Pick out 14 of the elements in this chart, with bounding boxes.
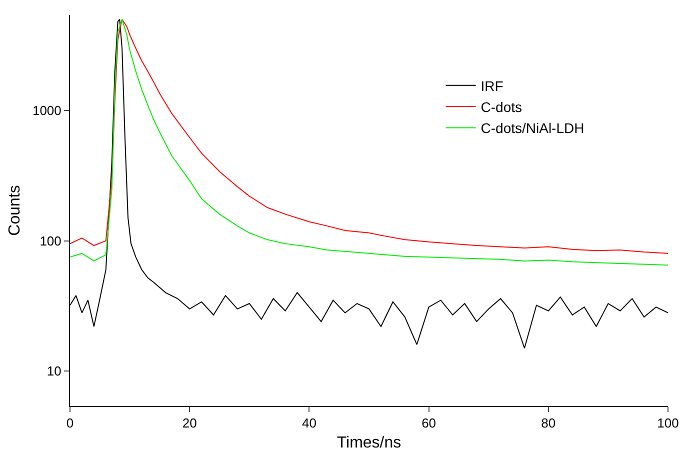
legend-label: C-dots/NiAl-LDH <box>480 120 584 136</box>
legend-label: C-dots <box>480 99 522 115</box>
x-axis-title: Times/ns <box>336 434 402 452</box>
x-tick-label: 20 <box>182 416 197 431</box>
y-tick-label: 1000 <box>32 103 62 118</box>
x-tick-label: 40 <box>302 416 316 431</box>
y-tick-label: 10 <box>46 364 62 379</box>
y-axis-title: Counts <box>6 185 24 236</box>
x-tick-label: 0 <box>66 416 74 431</box>
x-tick-label: 100 <box>657 416 679 431</box>
x-tick-label: 80 <box>541 416 556 431</box>
legend-label: IRF <box>480 78 504 94</box>
x-tick-label: 60 <box>422 416 436 431</box>
y-tick-label: 100 <box>40 233 62 248</box>
